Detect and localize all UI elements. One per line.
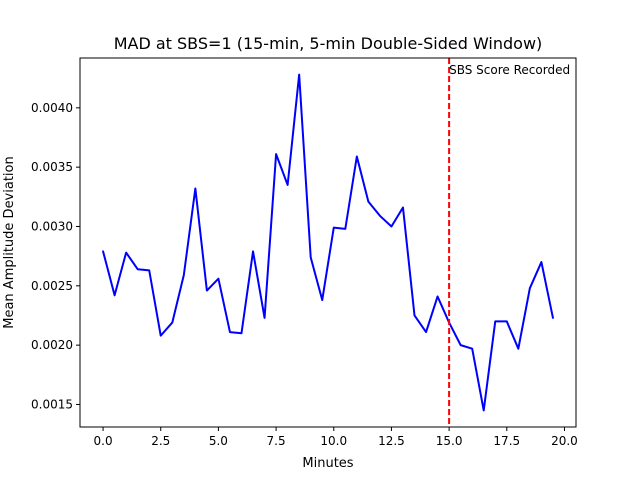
y-tick-label: 0.0025	[31, 279, 73, 293]
x-tick-label: 5.0	[209, 434, 228, 448]
series-line-1	[102, 73, 554, 412]
x-axis-label: Minutes	[302, 456, 353, 471]
x-tick-label: 15.0	[436, 434, 463, 448]
reference-line-label: SBS Score Recorded	[449, 63, 570, 77]
y-tick-label: 0.0015	[31, 397, 73, 411]
plot-content	[102, 73, 554, 412]
x-tick-label: 2.5	[151, 434, 170, 448]
chart-title: MAD at SBS=1 (15-min, 5-min Double-Sided…	[114, 34, 543, 53]
x-tick-label: 0.0	[94, 434, 113, 448]
annotation-layer: SBS Score Recorded	[448, 58, 570, 427]
plot-frame	[79, 57, 577, 428]
y-axis-label: Mean Amplitude Deviation	[2, 156, 17, 329]
y-tick-label: 0.0035	[31, 160, 73, 174]
x-axis: 0.0 2.5 5.0 7.5 10.0 12.5 15.0 17.5 20.0	[94, 427, 578, 448]
x-tick-label: 12.5	[378, 434, 405, 448]
x-tick-label: 17.5	[493, 434, 520, 448]
x-tick-label: 7.5	[267, 434, 286, 448]
x-tick-label: 10.0	[320, 434, 347, 448]
y-axis: 0.0015 0.0020 0.0025 0.0030 0.0035 0.0040	[31, 101, 80, 411]
x-tick-label: 20.0	[551, 434, 578, 448]
y-tick-label: 0.0040	[31, 101, 73, 115]
y-tick-label: 0.0030	[31, 219, 73, 233]
y-tick-label: 0.0020	[31, 338, 73, 352]
